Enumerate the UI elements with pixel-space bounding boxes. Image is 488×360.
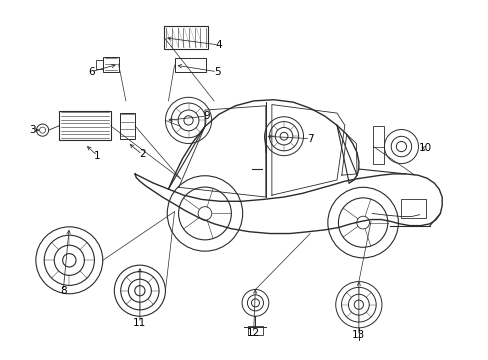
Bar: [120, 113, 135, 139]
Text: 10: 10: [418, 143, 431, 153]
Text: 9: 9: [203, 111, 210, 121]
Text: 1: 1: [94, 151, 101, 161]
Text: 3: 3: [29, 125, 36, 135]
Bar: [164, 26, 207, 49]
Text: 6: 6: [88, 67, 94, 77]
Text: 13: 13: [351, 330, 365, 340]
Bar: [103, 57, 119, 72]
Text: 4: 4: [215, 40, 222, 50]
Text: 7: 7: [306, 134, 313, 144]
Text: 11: 11: [133, 318, 146, 328]
Text: 2: 2: [139, 149, 145, 159]
Text: 12: 12: [246, 328, 260, 338]
Text: 5: 5: [213, 67, 220, 77]
Bar: [373, 126, 384, 163]
Bar: [247, 326, 262, 334]
Bar: [174, 58, 206, 72]
Text: 8: 8: [60, 286, 66, 296]
Bar: [401, 199, 425, 218]
Bar: [59, 111, 110, 140]
Bar: [96, 59, 103, 69]
